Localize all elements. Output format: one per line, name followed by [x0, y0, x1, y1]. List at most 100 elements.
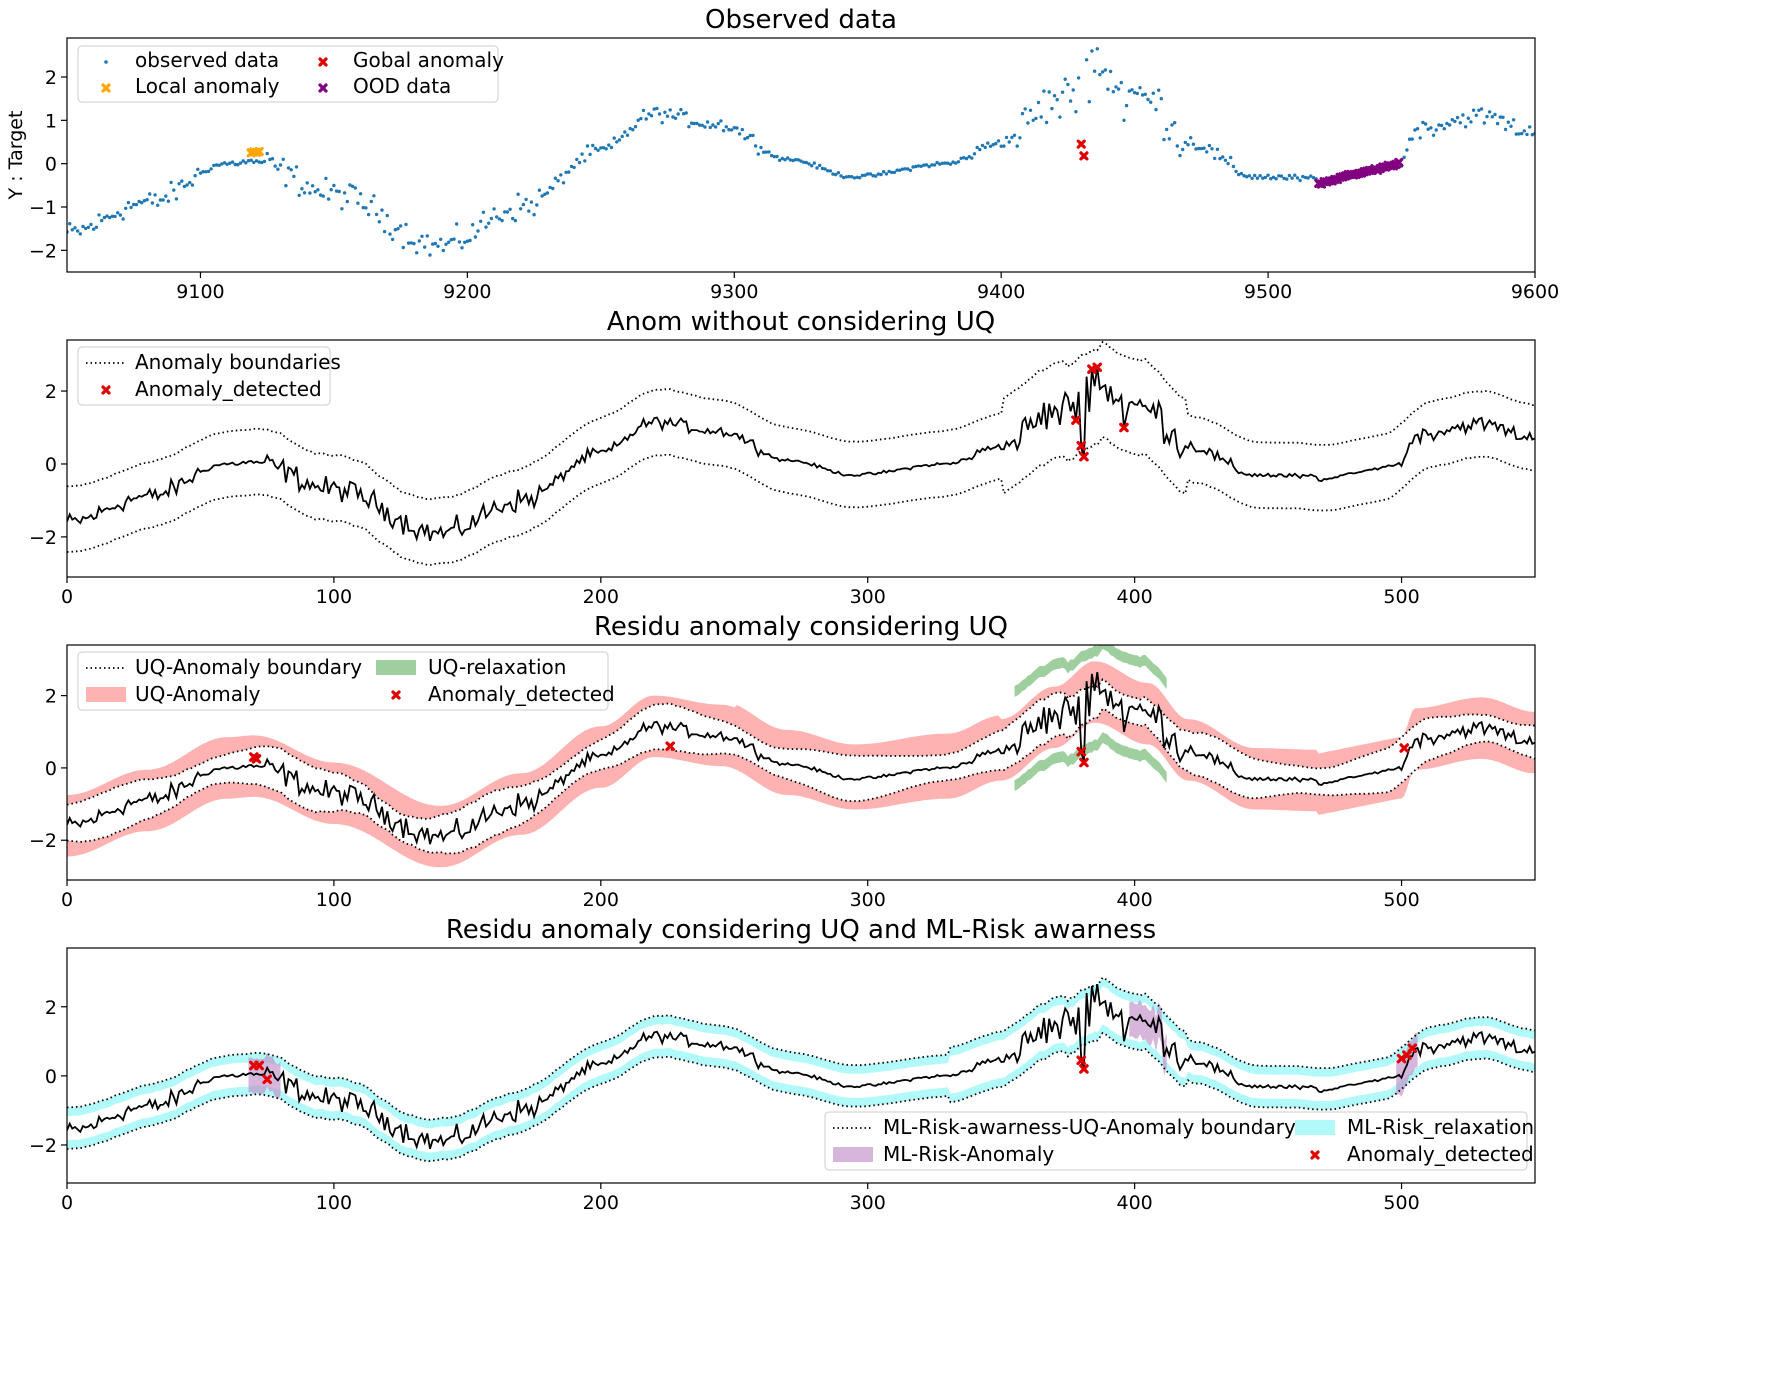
observed-point — [575, 157, 579, 162]
observed-point — [719, 119, 723, 123]
observed-point — [401, 245, 405, 250]
observed-point — [882, 170, 886, 174]
local-anomaly-point — [254, 146, 264, 157]
observed-point — [273, 164, 277, 168]
observed-point — [692, 121, 696, 126]
observed-point — [703, 125, 707, 129]
observed-point — [545, 191, 550, 195]
observed-point — [1501, 115, 1505, 120]
observed-point — [1068, 99, 1073, 103]
observed-point — [1274, 177, 1278, 181]
observed-point — [1279, 174, 1284, 178]
observed-point — [465, 239, 470, 243]
observed-point — [1050, 106, 1054, 111]
observed-point — [1111, 90, 1116, 94]
observed-point — [1098, 72, 1102, 77]
observed-point — [716, 121, 720, 126]
y-axis-label: Y : Target — [5, 111, 27, 201]
observed-point — [172, 188, 176, 192]
observed-point — [94, 225, 99, 229]
observed-point — [1012, 133, 1017, 137]
observed-point — [70, 228, 75, 232]
observed-point — [1469, 120, 1473, 124]
observed-point — [1066, 82, 1070, 87]
y-tick-label: −2 — [29, 527, 57, 549]
observed-point — [673, 116, 678, 121]
observed-point — [89, 222, 93, 227]
observed-point — [930, 163, 934, 167]
anomaly-point — [665, 741, 676, 752]
observed-point — [625, 133, 630, 137]
observed-point — [500, 218, 504, 223]
observed-point — [1290, 176, 1294, 180]
observed-point — [1506, 120, 1511, 124]
observed-point — [761, 150, 766, 154]
x-tick-label: 200 — [583, 1192, 619, 1214]
observed-point — [823, 167, 827, 171]
observed-point — [713, 125, 718, 129]
observed-point — [308, 191, 312, 195]
observed-point — [1287, 173, 1292, 178]
observed-point — [1514, 132, 1519, 136]
observed-point — [1522, 129, 1527, 133]
legend-label: UQ-Anomaly — [135, 682, 261, 706]
observed-point — [78, 232, 83, 236]
global-anomaly-point — [1076, 139, 1086, 149]
observed-point — [983, 145, 987, 150]
observed-point — [313, 190, 317, 194]
observed-point — [695, 121, 699, 126]
x-tick-label: 9300 — [710, 281, 758, 303]
observed-point — [898, 168, 902, 172]
observed-point — [938, 162, 942, 166]
observed-point — [1189, 136, 1193, 140]
observed-point — [1453, 119, 1457, 124]
legend — [77, 346, 331, 406]
observed-point — [1039, 115, 1043, 119]
observed-point — [660, 121, 664, 125]
observed-point — [1090, 49, 1094, 53]
observed-point — [887, 169, 891, 174]
observed-point — [153, 193, 157, 197]
observed-point — [415, 251, 419, 255]
observed-point — [1031, 118, 1035, 123]
observed-point — [105, 214, 109, 218]
observed-point — [980, 143, 985, 148]
observed-point — [810, 164, 814, 168]
observed-point — [1135, 91, 1140, 96]
observed-point — [868, 172, 873, 176]
observed-point — [1258, 174, 1262, 178]
observed-point — [73, 226, 77, 230]
observed-point — [753, 144, 758, 148]
observed-point — [724, 125, 728, 129]
observed-point — [786, 156, 790, 160]
observed-point — [206, 169, 211, 174]
chart-title: Residu anomaly considering UQ — [594, 612, 1008, 642]
observed-point — [1202, 146, 1206, 150]
observed-point — [775, 154, 779, 159]
observed-point — [1445, 121, 1449, 126]
observed-point — [193, 174, 197, 178]
observed-point — [871, 174, 875, 178]
observed-point — [425, 234, 429, 238]
observed-point — [324, 176, 328, 181]
observed-point — [236, 163, 240, 167]
legend-label: UQ-Anomaly boundary — [135, 655, 362, 679]
observed-point — [1263, 175, 1268, 180]
axes-frame — [66, 947, 1536, 1184]
observed-point — [511, 216, 515, 221]
observed-point — [497, 217, 502, 221]
plot-area — [67, 340, 1535, 566]
observed-point — [599, 146, 603, 150]
observed-point — [1509, 124, 1513, 128]
observed-point — [1199, 146, 1204, 151]
x-tick-label: 300 — [850, 1192, 886, 1214]
observed-point — [1108, 69, 1113, 74]
observed-point — [1092, 69, 1097, 73]
observed-point — [1247, 174, 1252, 178]
observed-point — [540, 194, 544, 198]
observed-point — [113, 214, 117, 219]
x-tick-label: 9600 — [1511, 281, 1559, 303]
legend-label: Gobal anomaly — [353, 48, 504, 72]
observed-point — [767, 150, 771, 154]
upper-boundary-line — [67, 340, 1535, 501]
